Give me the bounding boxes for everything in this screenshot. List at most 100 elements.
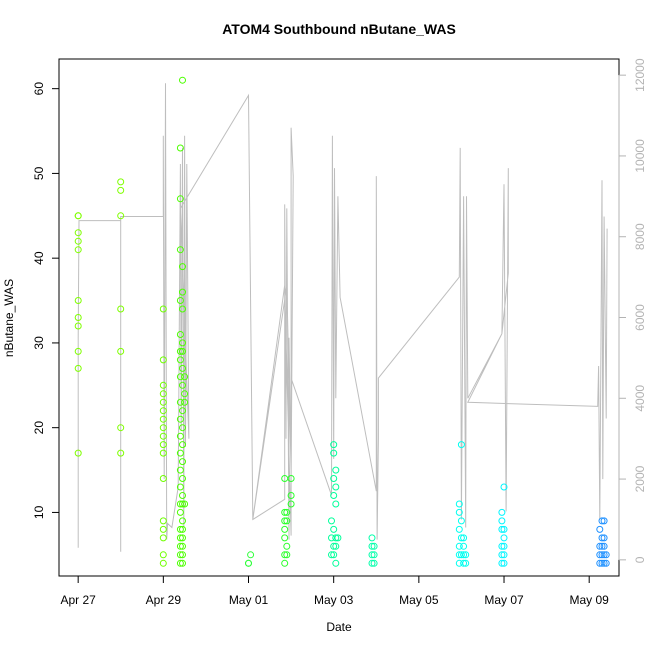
- data-point: [179, 542, 186, 550]
- data-point: [500, 534, 508, 542]
- data-point: [596, 542, 604, 550]
- data-point: [332, 500, 340, 508]
- data-point: [176, 542, 184, 550]
- data-point: [159, 381, 167, 389]
- data-point: [498, 551, 506, 559]
- data-point: [330, 449, 338, 457]
- data-point: [455, 500, 463, 508]
- data-point: [332, 483, 340, 491]
- x-tick-label: May 09: [570, 593, 610, 607]
- data-point: [159, 559, 167, 567]
- data-point: [247, 551, 255, 559]
- data-point: [159, 356, 167, 364]
- data-point: [176, 398, 184, 406]
- data-point: [330, 551, 338, 559]
- data-point: [159, 415, 167, 423]
- data-point: [176, 559, 184, 567]
- data-point: [179, 517, 186, 525]
- data-point: [159, 441, 167, 449]
- secondary-series-line: [77, 83, 608, 552]
- data-point: [370, 551, 378, 559]
- data-point: [117, 449, 125, 457]
- data-point: [159, 305, 167, 313]
- data-point: [600, 534, 608, 542]
- data-point: [500, 525, 508, 533]
- data-point: [179, 559, 186, 567]
- data-point: [498, 559, 506, 567]
- data-point: [281, 559, 289, 567]
- x-tick-label: May 07: [484, 593, 524, 607]
- data-point: [179, 492, 186, 499]
- data-point: [176, 331, 184, 338]
- data-point: [462, 551, 470, 559]
- y-tick-label: 10: [32, 505, 46, 519]
- data-point: [176, 347, 184, 355]
- data-point: [179, 347, 186, 355]
- data-point: [179, 441, 186, 449]
- data-point: [330, 475, 338, 482]
- data-point: [74, 314, 82, 321]
- data-point: [176, 500, 184, 508]
- data-point: [368, 534, 376, 542]
- x-tick-label: May 05: [399, 593, 439, 607]
- data-point: [74, 237, 82, 245]
- data-point: [598, 534, 606, 542]
- data-point: [74, 212, 82, 220]
- data-point: [117, 347, 125, 355]
- data-point: [181, 500, 189, 508]
- x-tick-label: Apr 29: [146, 593, 182, 607]
- data-point: [602, 551, 610, 559]
- secondary-y-tick-label: 12000: [633, 58, 647, 92]
- data-point: [281, 525, 289, 533]
- data-point: [176, 534, 184, 542]
- data-point: [460, 534, 468, 542]
- data-point: [159, 449, 167, 457]
- data-point: [598, 517, 606, 525]
- data-point: [159, 390, 167, 398]
- data-point: [455, 508, 463, 516]
- data-point: [179, 458, 186, 466]
- x-axis-label: Date: [326, 620, 352, 634]
- data-point: [330, 492, 338, 499]
- data-point: [598, 559, 606, 567]
- x-tick-label: May 01: [229, 593, 269, 607]
- data-point: [281, 534, 289, 542]
- y-tick-label: 30: [32, 336, 46, 350]
- data-point: [334, 534, 342, 542]
- data-point: [117, 178, 125, 186]
- data-point: [159, 424, 167, 432]
- data-point: [176, 195, 184, 203]
- data-point: [176, 356, 184, 364]
- data-point: [176, 483, 184, 491]
- data-point: [179, 551, 186, 559]
- data-point: [283, 542, 291, 550]
- data-point: [176, 466, 184, 474]
- data-point: [176, 508, 184, 516]
- data-point: [457, 551, 465, 559]
- data-point: [598, 551, 606, 559]
- data-point: [159, 534, 167, 542]
- plot-area-box: [58, 58, 620, 577]
- y-axis: 10 20 30 40 50 60: [32, 82, 60, 519]
- secondary-y-tick-label: 6000: [633, 304, 647, 331]
- data-point: [179, 381, 186, 389]
- data-point: [600, 542, 608, 550]
- data-point: [368, 559, 376, 567]
- data-point: [117, 424, 125, 432]
- data-point: [176, 144, 184, 152]
- data-point: [159, 398, 167, 406]
- data-point: [74, 297, 82, 304]
- data-point: [457, 534, 465, 542]
- y-tick-label: 50: [32, 166, 46, 180]
- data-point: [283, 517, 291, 525]
- y-tick-label: 60: [32, 82, 46, 96]
- data-point: [460, 551, 468, 559]
- data-point: [500, 542, 508, 550]
- data-point: [179, 288, 186, 296]
- data-point: [176, 449, 184, 457]
- data-point: [370, 542, 378, 550]
- x-tick-label: Apr 27: [60, 593, 96, 607]
- y-tick-label: 20: [32, 421, 46, 435]
- data-point: [74, 246, 82, 254]
